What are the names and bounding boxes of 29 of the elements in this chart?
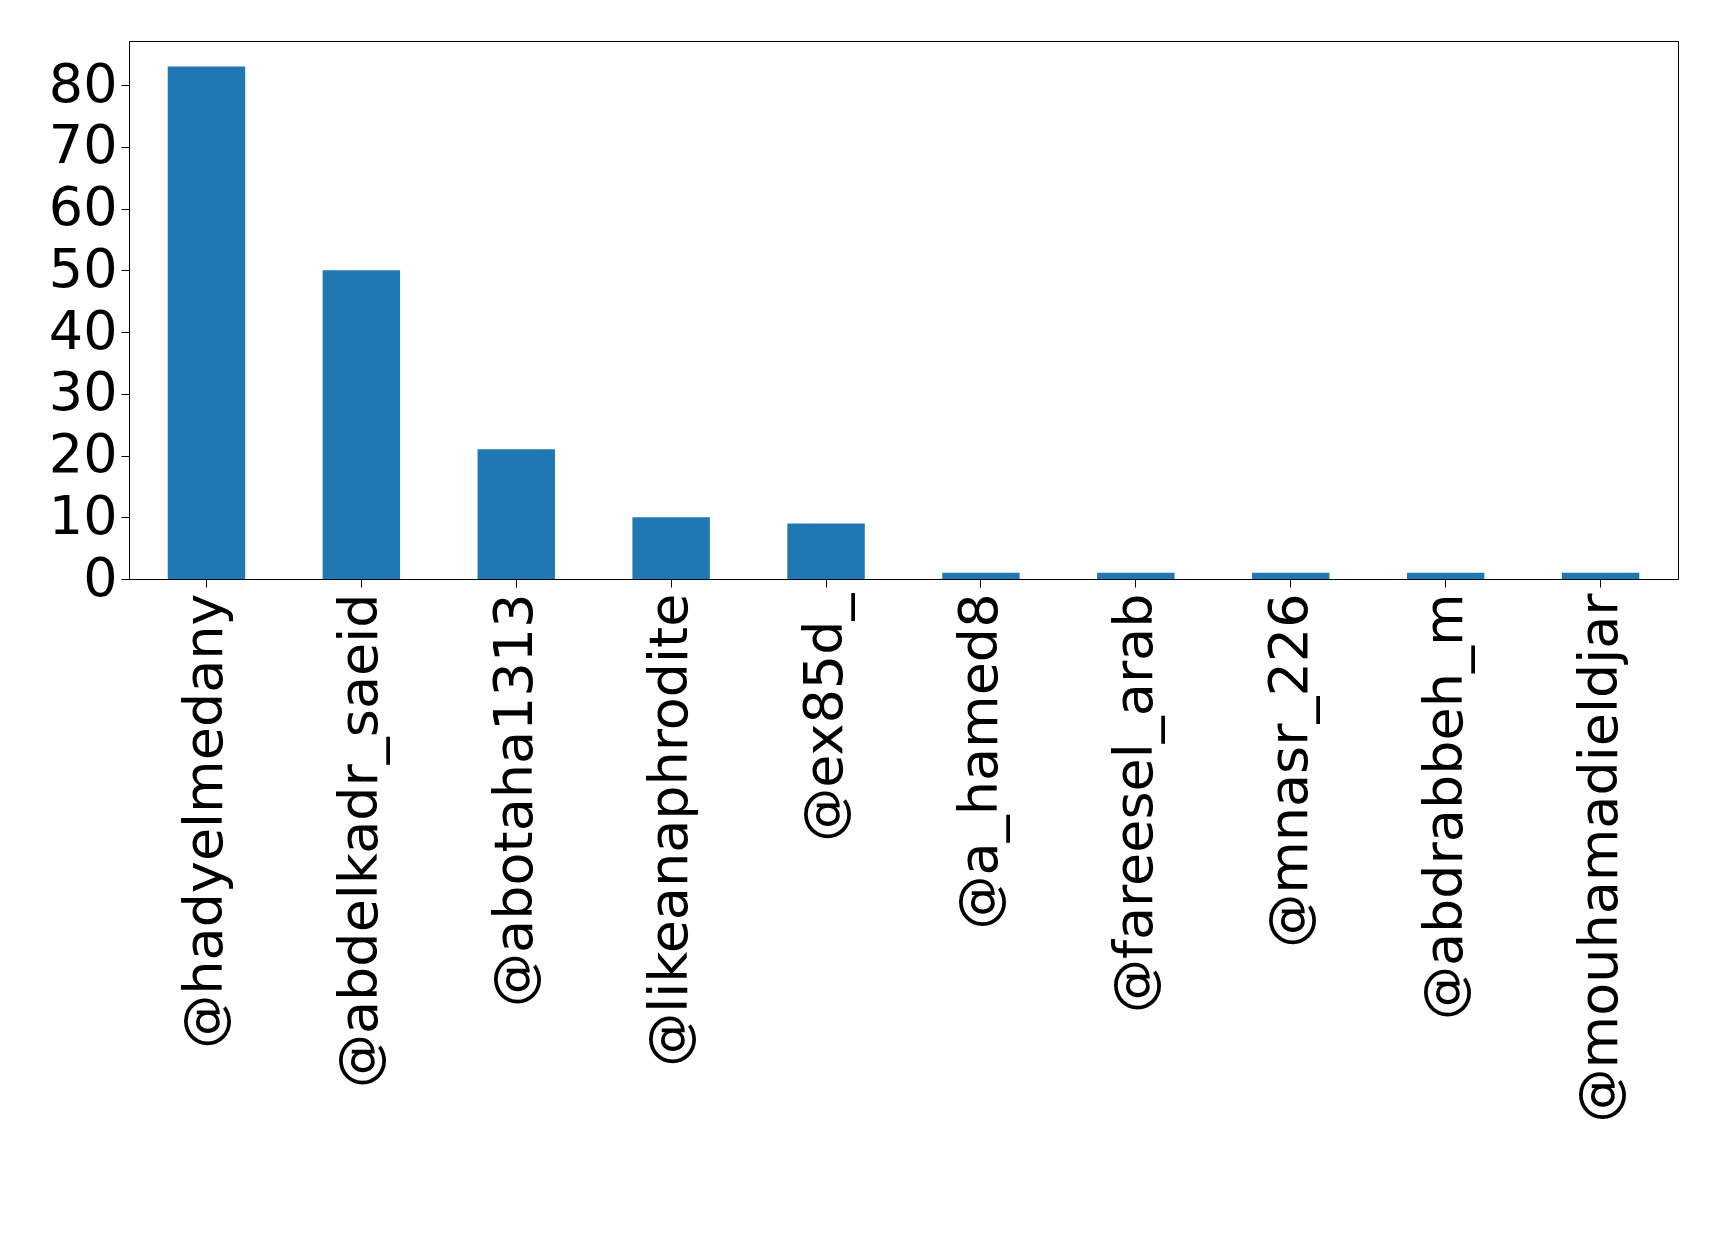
y-tick-label: 40 — [48, 298, 118, 362]
y-tick-label: 20 — [48, 422, 118, 486]
bar — [787, 523, 865, 579]
x-tick-label: @hadyelmedany — [172, 593, 236, 1049]
x-tick-label: @a_hamed8 — [946, 593, 1010, 930]
bar — [322, 270, 401, 579]
bar — [942, 572, 1020, 579]
bar — [1097, 572, 1175, 579]
y-tick-label: 50 — [48, 236, 118, 300]
bar — [1561, 572, 1640, 579]
bar — [632, 517, 710, 579]
x-tick-label: @mnasr_226 — [1256, 593, 1320, 948]
y-tick-label: 60 — [48, 175, 118, 239]
x-tick-label: @abdelkadr_saeid — [327, 593, 391, 1088]
bar — [1252, 572, 1330, 579]
bar — [167, 66, 246, 579]
y-tick-label: 80 — [48, 51, 118, 115]
x-tick-label: @mouhamadieldjar — [1566, 592, 1630, 1123]
x-tick-label: @abdrabbeh_m — [1411, 593, 1475, 1021]
bar — [477, 449, 555, 579]
y-tick-label: 70 — [48, 113, 118, 177]
y-tick-label: 0 — [83, 545, 118, 609]
y-tick-label: 10 — [48, 483, 118, 547]
x-tick-label: @fareesel_arab — [1101, 593, 1165, 1014]
x-tick-label: @ex85d_ — [792, 592, 856, 842]
x-tick-label: @abotaha1313 — [482, 593, 546, 1007]
x-tick-label: @likeanaphrodite — [637, 593, 701, 1067]
y-tick-label: 30 — [48, 360, 118, 424]
bar — [1406, 572, 1485, 579]
